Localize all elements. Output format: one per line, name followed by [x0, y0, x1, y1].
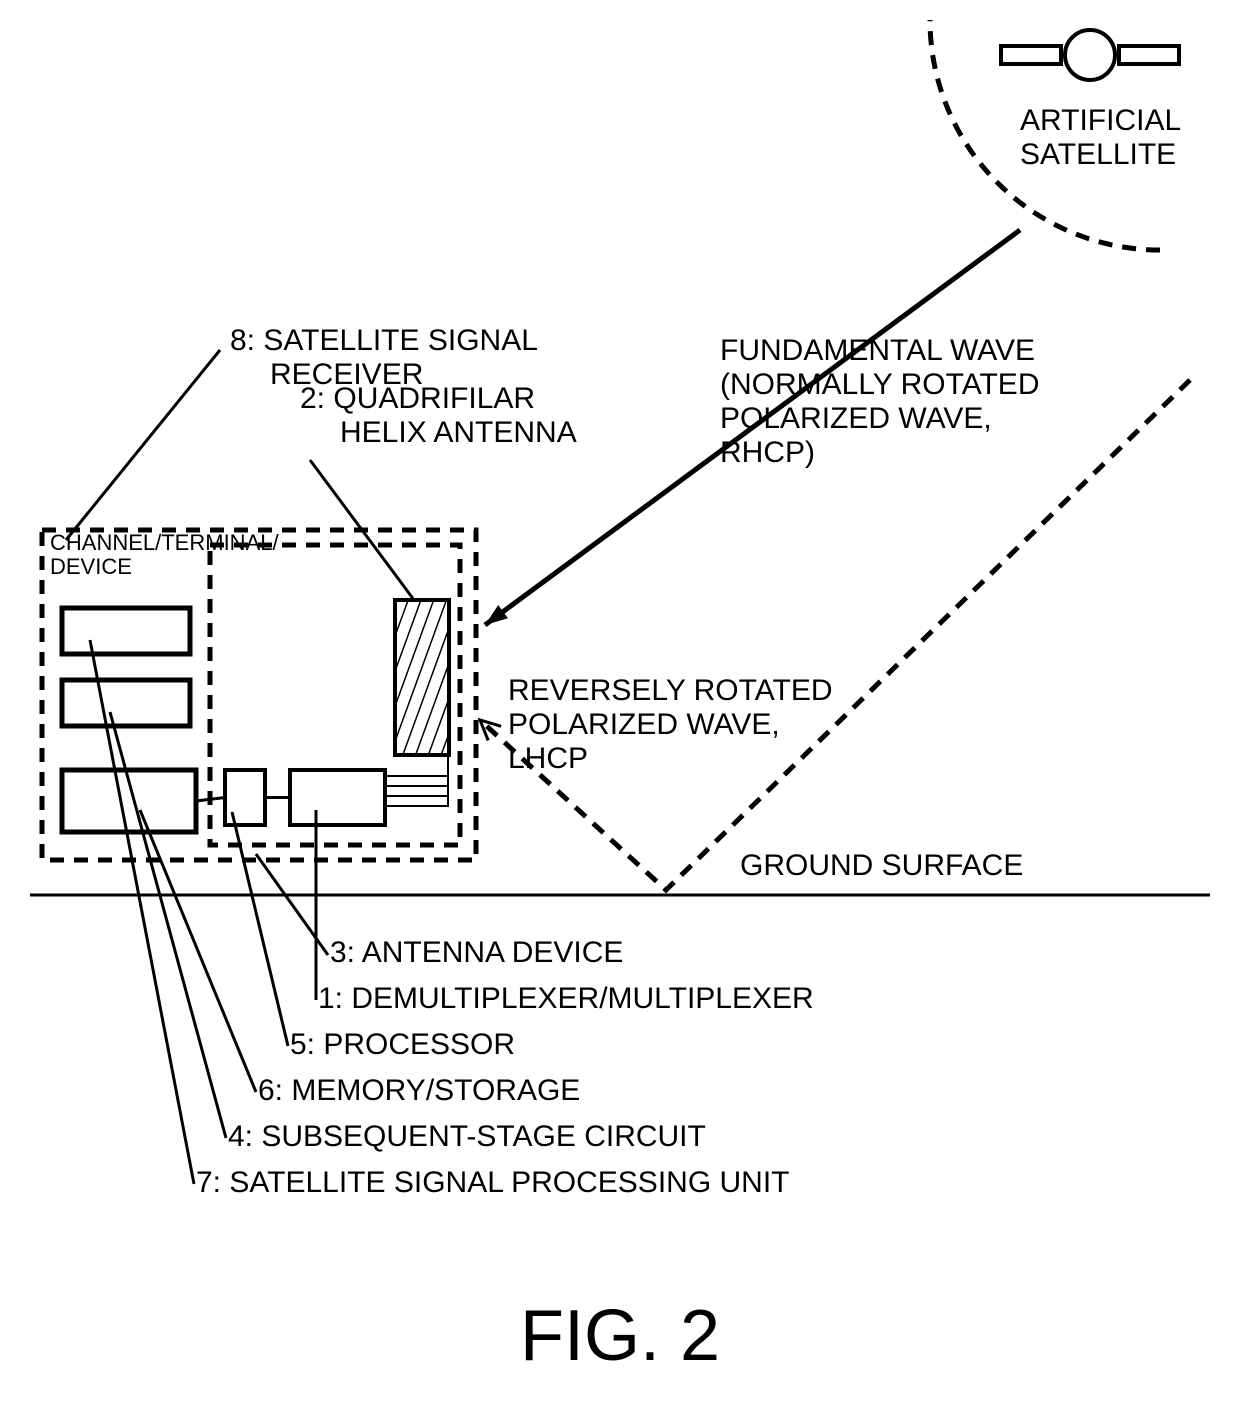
- svg-text:SATELLITE: SATELLITE: [1020, 138, 1176, 171]
- leader-2: [310, 460, 420, 608]
- demultiplexer-box: [290, 770, 385, 825]
- feedline: [385, 756, 448, 806]
- svg-text:7: SATELLITE SIGNAL PROCESSING: 7: SATELLITE SIGNAL PROCESSING UNIT: [196, 1166, 789, 1199]
- svg-text:(NORMALLY ROTATED: (NORMALLY ROTATED: [720, 368, 1039, 401]
- satellite-panel-right-icon: [1119, 46, 1179, 64]
- svg-text:POLARIZED WAVE,: POLARIZED WAVE,: [720, 402, 992, 435]
- satellite-panel-left-icon: [1001, 46, 1061, 64]
- processor-box: [225, 770, 265, 825]
- svg-text:4: SUBSEQUENT-STAGE CIRCUIT: 4: SUBSEQUENT-STAGE CIRCUIT: [228, 1120, 706, 1153]
- svg-text:FUNDAMENTAL WAVE: FUNDAMENTAL WAVE: [720, 334, 1035, 367]
- svg-text:8: SATELLITE SIGNAL: 8: SATELLITE SIGNAL: [230, 324, 538, 357]
- leader-8: [66, 350, 220, 540]
- reflected-wave-path: [480, 380, 1190, 890]
- left-box-0: [62, 608, 190, 654]
- feedline: [385, 756, 448, 786]
- svg-text:1: DEMULTIPLEXER/MULTIPLEXER: 1: DEMULTIPLEXER/MULTIPLEXER: [318, 982, 814, 1015]
- svg-text:5: PROCESSOR: 5: PROCESSOR: [290, 1028, 515, 1061]
- helix-antenna-icon: [395, 600, 449, 755]
- svg-text:DEVICE: DEVICE: [50, 554, 132, 579]
- svg-text:CHANNEL/TERMINAL/: CHANNEL/TERMINAL/: [50, 530, 279, 555]
- svg-text:FIG. 2: FIG. 2: [520, 1296, 720, 1376]
- svg-text:ARTIFICIAL: ARTIFICIAL: [1020, 104, 1181, 137]
- svg-text:RHCP): RHCP): [720, 436, 815, 469]
- svg-text:6: MEMORY/STORAGE: 6: MEMORY/STORAGE: [258, 1074, 580, 1107]
- svg-text:HELIX ANTENNA: HELIX ANTENNA: [340, 416, 577, 449]
- svg-text:POLARIZED WAVE,: POLARIZED WAVE,: [508, 708, 780, 741]
- callout-leader: [140, 810, 256, 1092]
- svg-text:3: ANTENNA DEVICE: 3: ANTENNA DEVICE: [330, 936, 623, 969]
- svg-text:REVERSELY ROTATED: REVERSELY ROTATED: [508, 674, 833, 707]
- left-box-1: [62, 680, 190, 726]
- feedline: [385, 756, 448, 776]
- svg-text:LHCP: LHCP: [508, 742, 588, 775]
- svg-text:2: QUADRIFILAR: 2: QUADRIFILAR: [300, 382, 535, 415]
- svg-text:GROUND SURFACE: GROUND SURFACE: [740, 849, 1023, 882]
- satellite-body-icon: [1065, 30, 1115, 80]
